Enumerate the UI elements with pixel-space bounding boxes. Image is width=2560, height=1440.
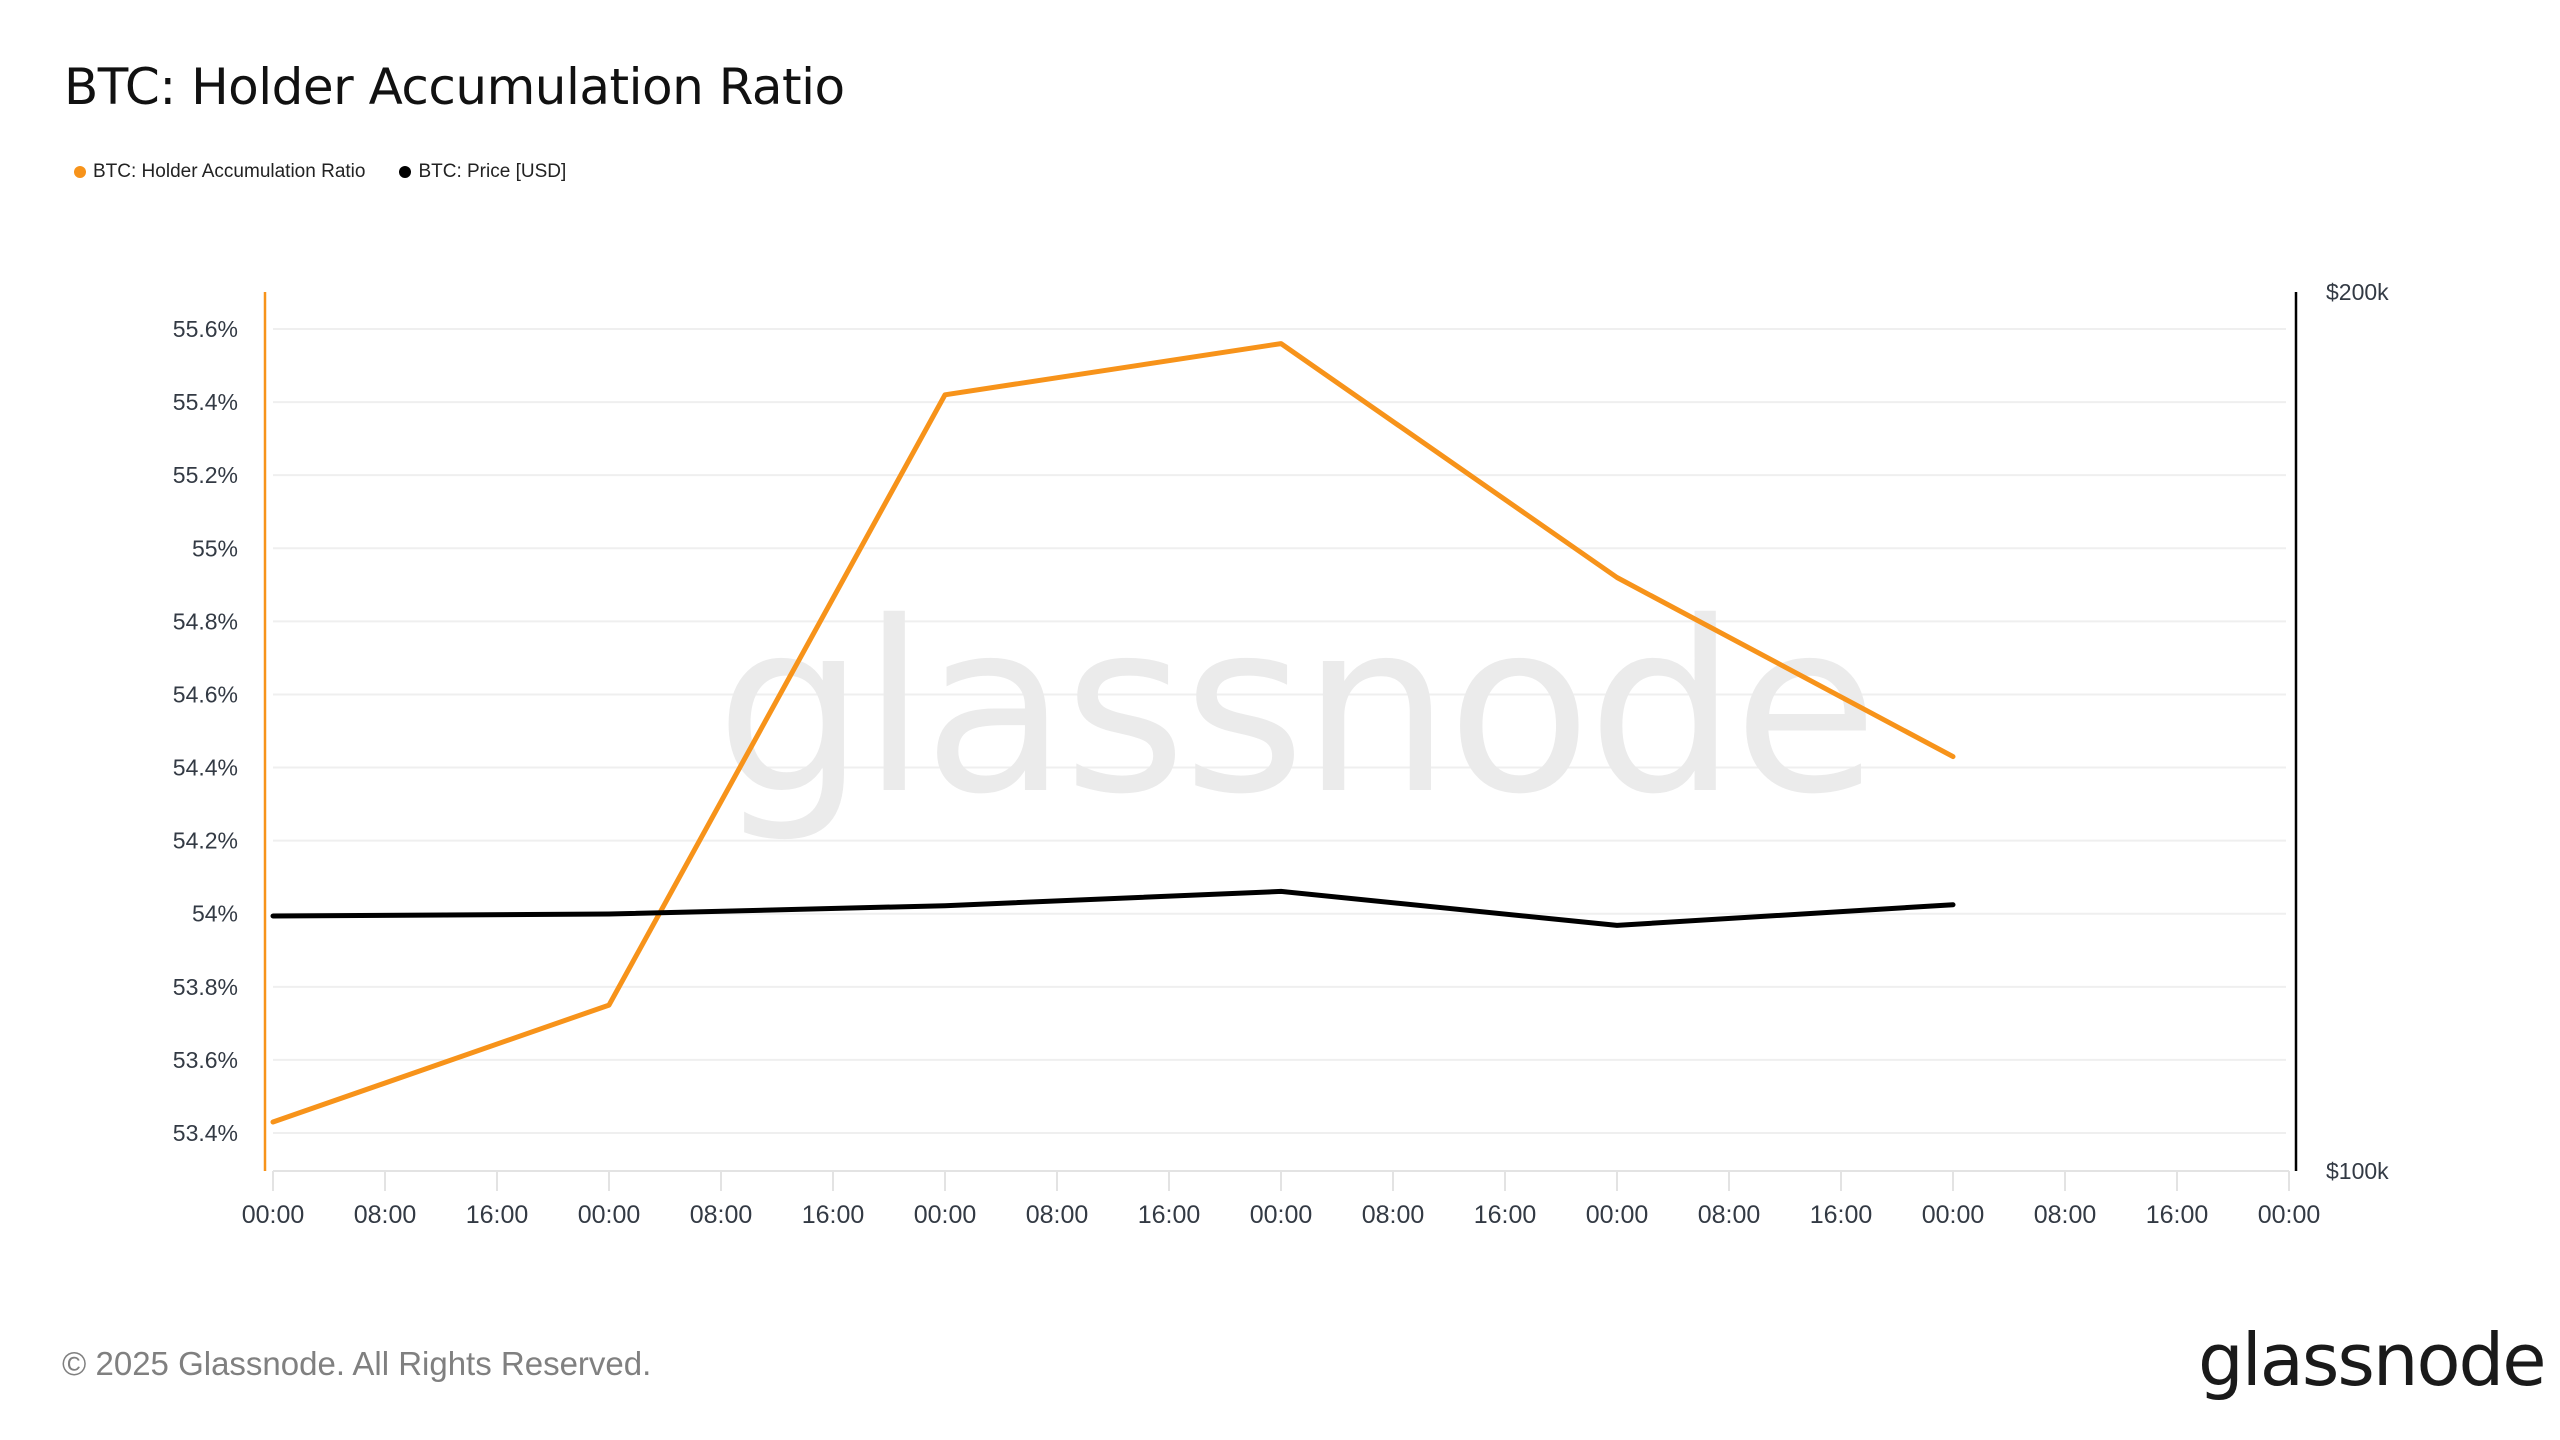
- legend-dot-black-icon: [399, 166, 412, 178]
- right-y-axis-label-top: $200k: [2326, 279, 2389, 305]
- x-tick-label: 16:00: [466, 1201, 529, 1229]
- x-tick-label: 00:00: [242, 1201, 305, 1229]
- x-tick-label: 16:00: [1138, 1201, 1201, 1229]
- x-tick-label: 08:00: [354, 1201, 417, 1229]
- chart-title: BTC: Holder Accumulation Ratio: [64, 58, 845, 116]
- left-y-tick-label: 53.6%: [173, 1047, 238, 1073]
- left-y-tick-label: 55.2%: [173, 462, 238, 488]
- x-tick-label: 00:00: [914, 1201, 977, 1229]
- x-tick-label: 08:00: [1362, 1201, 1425, 1229]
- glassnode-logo[interactable]: glassnode: [2198, 1318, 2547, 1402]
- left-y-tick-label: 54.2%: [173, 828, 238, 854]
- gridlines: [273, 328, 2286, 1134]
- holder-accumulation-ratio-line[interactable]: [270, 341, 1956, 1125]
- left-y-tick-label: 54.4%: [173, 755, 238, 781]
- watermark-logo: glassnode: [716, 571, 1875, 846]
- left-y-tick-label: 55.4%: [173, 389, 238, 415]
- x-tick-label: 08:00: [2034, 1201, 2097, 1229]
- btc-price-line[interactable]: [270, 888, 1956, 928]
- x-tick-label: 16:00: [802, 1201, 865, 1229]
- left-y-tick-label: 54.6%: [173, 681, 238, 707]
- x-tick-label: 00:00: [1586, 1201, 1649, 1229]
- legend-label: BTC: Holder Accumulation Ratio: [93, 161, 366, 182]
- left-y-tick-label: 53.8%: [173, 974, 238, 1000]
- x-tick-label: 08:00: [690, 1201, 753, 1229]
- left-y-tick-label: 54%: [192, 901, 238, 927]
- chart-legend: BTC: Holder Accumulation Ratio BTC: Pric…: [74, 161, 600, 183]
- x-tick-label: 08:00: [1698, 1201, 1761, 1229]
- left-y-tick-label: 55%: [192, 535, 238, 561]
- right-y-axis-label-bottom: $100k: [2326, 1158, 2389, 1184]
- x-axis: 00:00 08:00 16:00 00:00 08:00 16:00 00:00 08:00…: [242, 1170, 2321, 1229]
- left-y-tick-label: 54.8%: [173, 608, 238, 634]
- left-y-axis-labels: 55.6% 55.4% 55.2% 55% 54.8% 54.6% 54.4% 54.2% 54…: [173, 316, 238, 1146]
- legend-item-price[interactable]: BTC: Price [USD]: [399, 161, 566, 183]
- left-y-tick-label: 55.6%: [173, 316, 238, 342]
- data-series: [270, 341, 1956, 1125]
- x-tick-label: 16:00: [2146, 1201, 2209, 1229]
- legend-item-holder-accumulation-ratio[interactable]: BTC: Holder Accumulation Ratio: [74, 161, 365, 183]
- x-tick-label: 00:00: [1250, 1201, 1313, 1229]
- x-tick-label: 00:00: [578, 1201, 641, 1229]
- legend-label: BTC: Price [USD]: [418, 161, 567, 182]
- x-tick-label: 16:00: [1810, 1201, 1873, 1229]
- copyright-text: © 2025 Glassnode. All Rights Reserved.: [62, 1345, 652, 1382]
- legend-dot-orange-icon: [74, 166, 86, 178]
- x-tick-label: 00:00: [1922, 1201, 1985, 1229]
- x-tick-label: 16:00: [1474, 1201, 1537, 1229]
- x-tick-label: 08:00: [1026, 1201, 1089, 1229]
- left-y-tick-label: 53.4%: [173, 1120, 238, 1146]
- x-tick-label: 00:00: [2258, 1201, 2321, 1229]
